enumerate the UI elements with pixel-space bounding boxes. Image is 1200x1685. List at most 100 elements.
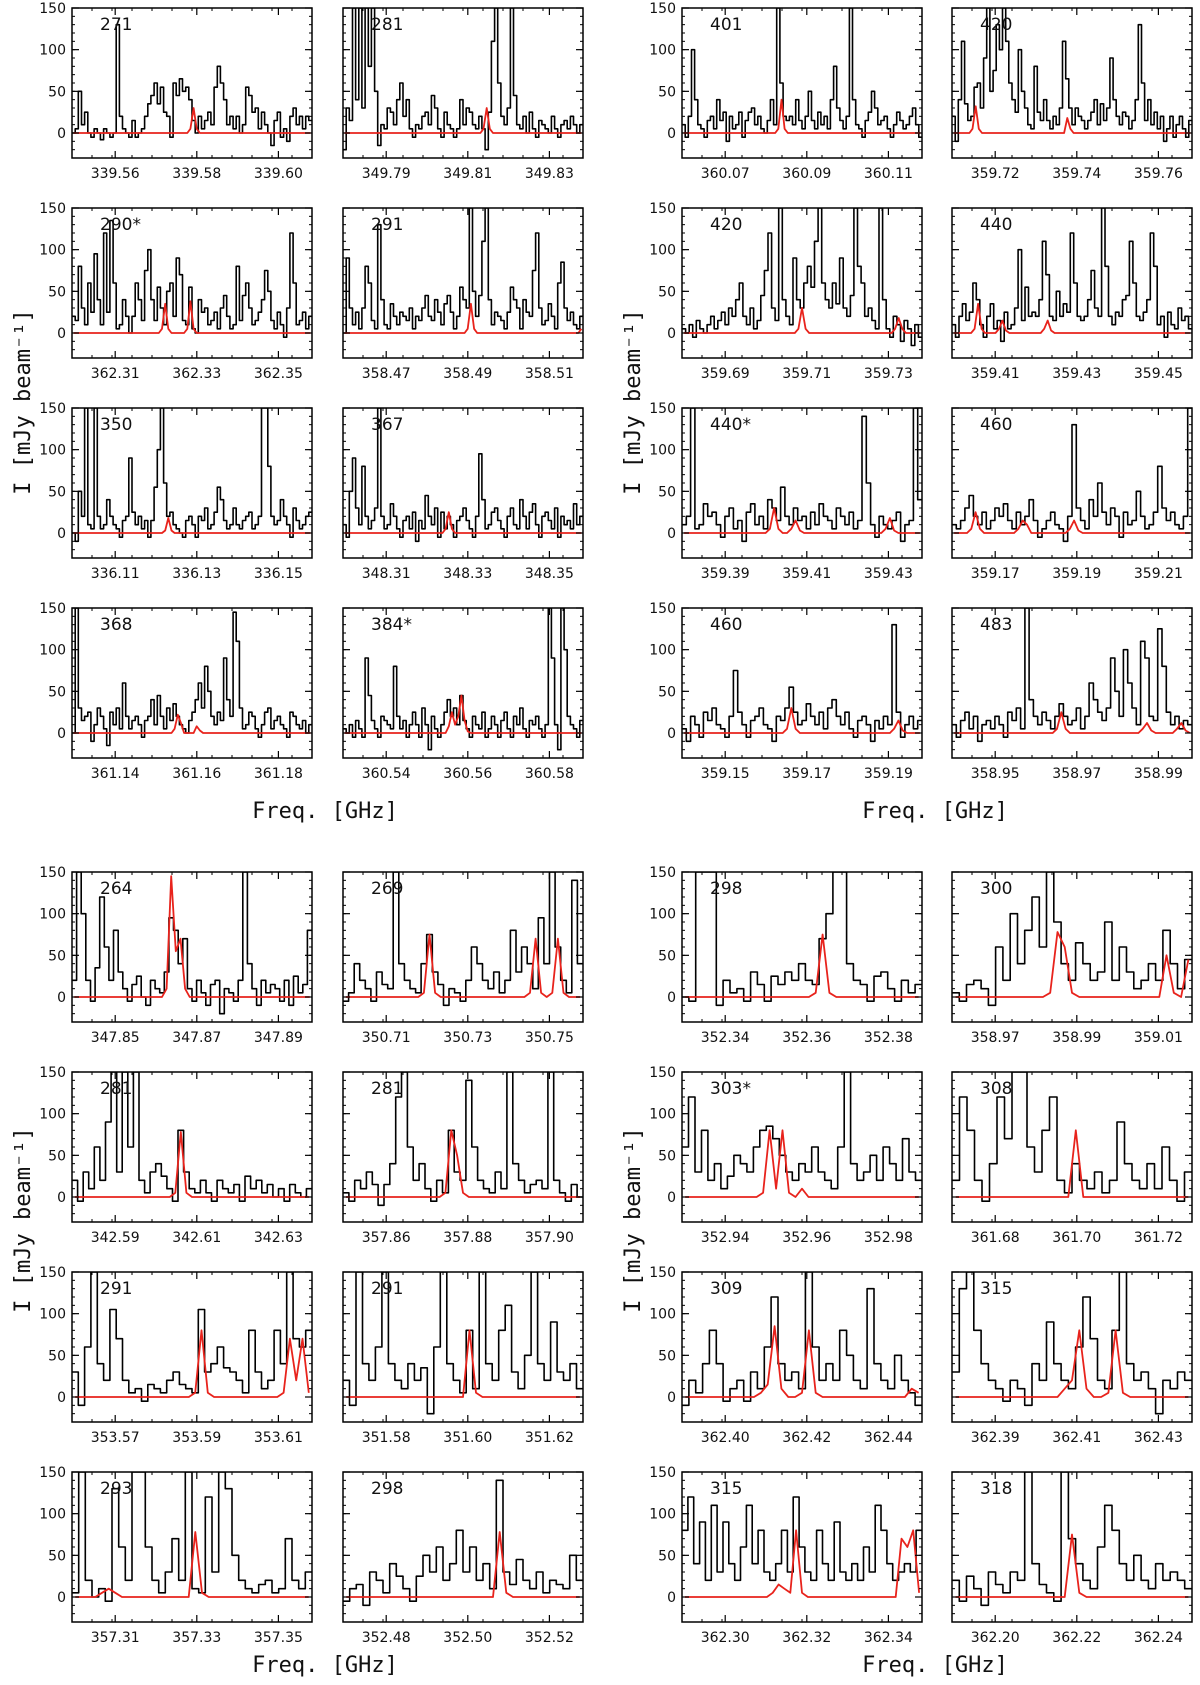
x-tick-label: 359.43: [864, 566, 913, 582]
x-tick-label: 359.19: [864, 766, 913, 782]
panel-label: 350: [100, 415, 132, 435]
x-tick-label: 362.35: [254, 366, 303, 382]
spectrum-panel: 348.31 348.33 348.35 367: [342, 407, 584, 582]
model-spectrum-line: [955, 1329, 1189, 1398]
panel-label: 293: [100, 1479, 132, 1499]
x-tick-label: 357.90: [525, 1230, 574, 1246]
observed-spectrum-line: [343, 208, 583, 334]
x-tick-label: 362.42: [782, 1430, 831, 1446]
x-tick-label: 359.41: [782, 566, 831, 582]
observed-spectrum-line: [952, 872, 1192, 1007]
model-spectrum-line: [75, 1329, 310, 1398]
observed-spectrum-line: [343, 8, 583, 151]
x-tick-label: 352.50: [443, 1630, 492, 1646]
model-spectrum-line: [344, 302, 583, 334]
x-tick-label: 359.45: [1134, 366, 1183, 382]
spectrum-panel: 357.86 357.88 357.90 281: [342, 1071, 584, 1246]
x-tick-label: 339.60: [254, 166, 303, 182]
y-tick-label: 50: [48, 1548, 66, 1564]
spectrum-panel: 358.97 358.99 359.01 300: [951, 871, 1193, 1046]
x-tick-label: 347.89: [254, 1030, 303, 1046]
y-tick-label: 100: [39, 1107, 66, 1123]
x-tick-label: 362.20: [971, 1630, 1020, 1646]
y-tick-label: 150: [39, 1465, 66, 1481]
panel-label: 315: [980, 1279, 1012, 1299]
x-tick-label: 359.17: [782, 766, 831, 782]
panel-label: 384*: [371, 615, 412, 635]
spectrum-panel: 358.95 358.97 358.99 483: [951, 607, 1193, 782]
y-tick-label: 50: [658, 1548, 676, 1564]
x-tick-label: 362.32: [782, 1630, 831, 1646]
spectrum-panel: 0 50 100 150 359.39 359.41 359.43 440*: [649, 401, 923, 582]
model-spectrum-line: [73, 300, 311, 334]
y-tick-label: 150: [649, 401, 676, 417]
x-tick-label: 352.36: [782, 1030, 831, 1046]
spectrum-panel: 358.47 358.49 358.51 291: [342, 207, 584, 382]
y-tick-label: 100: [649, 1307, 676, 1323]
y-axis-title-top-left: I [mJy beam⁻¹]: [11, 309, 36, 494]
spectrum-panel: 349.79 349.81 349.83 281: [342, 7, 584, 182]
panel-label: 460: [980, 415, 1012, 435]
x-tick-label: 359.43: [1052, 366, 1101, 382]
x-tick-label: 362.44: [864, 1430, 913, 1446]
observed-spectrum-line: [682, 623, 922, 743]
y-tick-label: 100: [649, 643, 676, 659]
x-tick-label: 358.95: [971, 766, 1020, 782]
y-tick-label: 150: [649, 1465, 676, 1481]
y-tick-label: 0: [667, 326, 676, 342]
y-tick-label: 0: [57, 1590, 66, 1606]
x-tick-label: 342.63: [254, 1230, 303, 1246]
x-tick-label: 352.98: [864, 1230, 913, 1246]
x-tick-label: 361.70: [1052, 1230, 1101, 1246]
y-tick-label: 150: [649, 201, 676, 217]
panel-label: 281: [100, 1079, 132, 1099]
y-tick-label: 0: [57, 126, 66, 142]
x-tick-label: 357.33: [172, 1630, 221, 1646]
x-tick-label: 361.16: [172, 766, 221, 782]
panel-label: 281: [371, 15, 403, 35]
spectrum-panel: 0 50 100 150 347.85 347.87 347.89 264: [39, 865, 313, 1046]
y-tick-label: 100: [649, 1507, 676, 1523]
y-tick-label: 150: [649, 865, 676, 881]
panel-label: 420: [980, 15, 1012, 35]
x-tick-label: 350.71: [362, 1030, 411, 1046]
y-tick-label: 0: [57, 526, 66, 542]
x-tick-label: 348.33: [443, 566, 492, 582]
x-tick-label: 360.58: [525, 766, 574, 782]
y-tick-label: 0: [57, 990, 66, 1006]
x-tick-label: 362.34: [864, 1630, 913, 1646]
model-spectrum-line: [346, 1329, 580, 1398]
spectrum-panel: 0 50 100 150 342.59 342.61 342.63 281: [39, 1065, 313, 1246]
panel-label: 271: [100, 15, 132, 35]
model-spectrum-line: [954, 511, 1190, 534]
y-tick-label: 150: [39, 865, 66, 881]
spectrum-panel: 0 50 100 150 362.31 362.33 362.35 290*: [39, 201, 313, 382]
x-tick-label: 352.94: [701, 1230, 750, 1246]
x-tick-label: 362.43: [1134, 1430, 1183, 1446]
x-tick-label: 353.61: [254, 1430, 303, 1446]
x-tick-label: 358.99: [1052, 1030, 1101, 1046]
x-tick-label: 349.83: [525, 166, 574, 182]
y-tick-label: 100: [39, 43, 66, 59]
panel-label: 368: [100, 615, 132, 635]
spectrum-panel: 0 50 100 150 362.40 362.42 362.44 309: [649, 1265, 923, 1446]
x-axis-title-top-right: Freq. [GHz]: [862, 799, 1008, 824]
x-tick-label: 353.59: [172, 1430, 221, 1446]
observed-spectrum-line: [72, 1272, 312, 1407]
x-tick-label: 361.14: [91, 766, 140, 782]
observed-spectrum-line: [72, 872, 312, 1015]
x-tick-label: 362.30: [701, 1630, 750, 1646]
y-tick-label: 50: [658, 284, 676, 300]
y-tick-label: 100: [649, 443, 676, 459]
x-tick-label: 362.24: [1134, 1630, 1183, 1646]
spectrum-panel: 0 50 100 150 359.15 359.17 359.19 460: [649, 601, 923, 782]
x-tick-label: 359.19: [1052, 566, 1101, 582]
spectrum-panel: 0 50 100 150 352.94 352.96 352.98 303*: [649, 1065, 923, 1246]
panel-label: 303*: [710, 1079, 751, 1099]
y-tick-label: 100: [649, 243, 676, 259]
y-tick-label: 0: [667, 526, 676, 542]
spectrum-panel: 359.17 359.19 359.21 460: [951, 407, 1193, 582]
panel-label: 460: [710, 615, 742, 635]
y-tick-label: 150: [649, 1265, 676, 1281]
